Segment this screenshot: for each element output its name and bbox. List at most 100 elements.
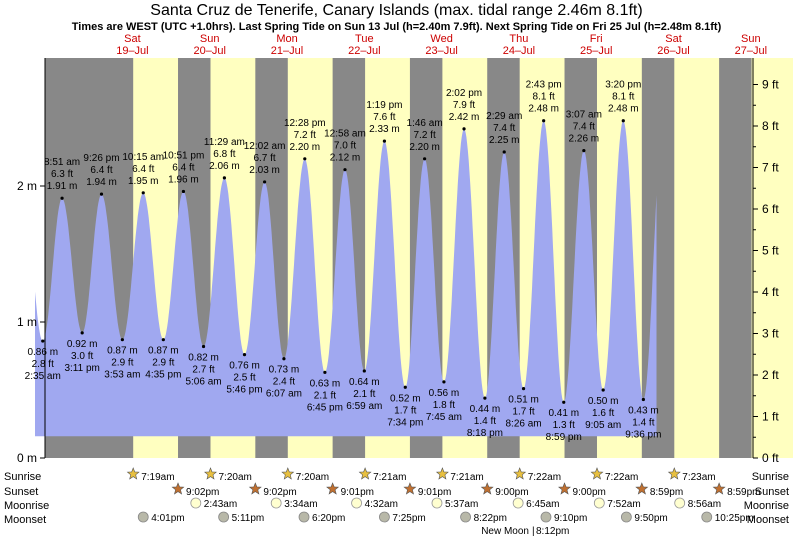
tide-height-m: 2.33 m xyxy=(369,124,400,135)
high-tide-point xyxy=(60,196,64,200)
moonrise-time: 5:37am xyxy=(445,499,478,510)
tide-height-m: 1.91 m xyxy=(47,181,78,192)
sunrise-row-label-right: Sunrise xyxy=(752,471,789,483)
moonrise-time: 4:32am xyxy=(365,499,398,510)
day-date: 23–Jul xyxy=(425,45,457,57)
tide-height-m: 2.42 m xyxy=(449,112,480,123)
moonset-icon xyxy=(540,511,552,523)
tide-time: 8:59 pm xyxy=(546,432,582,443)
daylight-band xyxy=(753,58,793,458)
tide-time: 8:26 am xyxy=(505,419,541,430)
sunrise-time: 7:22am xyxy=(605,472,638,483)
sunset-icon xyxy=(635,482,649,495)
tide-height-ft: 6.4 ft xyxy=(172,162,194,173)
moonset-time: 9:50pm xyxy=(634,513,667,524)
right-tick-label: 8 ft xyxy=(762,119,779,133)
tide-height-ft: 7.4 ft xyxy=(573,122,595,133)
sunrise-time: 7:22am xyxy=(528,472,561,483)
tide-time: 7:45 am xyxy=(426,412,462,423)
tide-time: 12:58 am xyxy=(324,129,366,140)
sunset-icon xyxy=(403,482,417,495)
tide-height-m: 0.51 m xyxy=(508,395,539,406)
high-tide-point xyxy=(382,139,387,143)
low-tide-point xyxy=(80,331,84,335)
high-tide-point xyxy=(462,127,466,131)
tide-height-ft: 8.1 ft xyxy=(533,92,555,103)
tide-height-m: 0.50 m xyxy=(588,396,619,407)
moonset-icon xyxy=(298,511,310,523)
moonrise-time: 6:45am xyxy=(526,499,559,510)
tide-curve xyxy=(35,120,657,437)
sunset-time: 9:01pm xyxy=(341,487,374,498)
sunset-icon xyxy=(712,482,726,495)
tide-height-m: 0.87 m xyxy=(107,346,138,357)
tide-time: 9:36 pm xyxy=(625,430,661,441)
tide-height-ft: 2.4 ft xyxy=(273,377,295,388)
sunrise-icon xyxy=(204,467,217,480)
low-tide-point xyxy=(403,385,407,389)
tide-height-ft: 2.1 ft xyxy=(314,390,336,401)
tide-height-ft: 6.4 ft xyxy=(132,164,154,175)
sunrise-time: 7:19am xyxy=(141,472,174,483)
low-tide-point xyxy=(601,388,605,392)
day-date: 25–Jul xyxy=(580,45,612,57)
tide-time: 1:46 am xyxy=(407,118,443,129)
sunrise-time: 7:20am xyxy=(296,472,329,483)
moonset-time: 7:25pm xyxy=(392,513,425,524)
new-moon-time: 8:12pm xyxy=(536,526,569,537)
moonrise-icon xyxy=(674,497,686,509)
tide-height-m: 0.63 m xyxy=(310,378,341,389)
tide-height-m: 0.43 m xyxy=(628,406,659,417)
left-tick-label: 2 m xyxy=(17,179,37,193)
tide-height-ft: 6.4 ft xyxy=(90,165,112,176)
sunrise-icon xyxy=(358,467,372,480)
high-tide-point xyxy=(621,119,625,123)
low-tide-point xyxy=(442,380,446,384)
tide-height-ft: 7.2 ft xyxy=(294,130,316,141)
tide-time: 4:35 pm xyxy=(145,370,181,381)
sunrise-icon xyxy=(435,467,449,480)
sunrise-icon xyxy=(590,467,604,480)
tide-time: 10:51 pm xyxy=(163,150,205,161)
moonset-time: 5:11pm xyxy=(232,513,265,524)
right-tick-label: 7 ft xyxy=(762,161,779,175)
sunrise-icon xyxy=(513,467,527,480)
day-name: Thu xyxy=(509,33,528,45)
low-tide-point xyxy=(323,370,327,374)
tide-height-m: 2.20 m xyxy=(290,142,321,153)
tide-height-ft: 7.9 ft xyxy=(453,100,475,111)
sunset-icon xyxy=(171,482,185,495)
tide-height-m: 0.87 m xyxy=(148,346,179,357)
moonrise-time: 8:56am xyxy=(688,499,721,510)
almanac-rows: Sunrise Sunrise Sunset Sunset Moonrise Moonri… xyxy=(4,467,789,537)
tide-time: 2:35 am xyxy=(25,371,61,382)
sunrise-row-label-left: Sunrise xyxy=(4,471,41,483)
low-tide-point xyxy=(201,344,206,349)
tide-height-m: 2.26 m xyxy=(569,134,600,145)
tide-height-ft: 1.7 ft xyxy=(394,405,416,416)
tide-height-ft: 2.7 ft xyxy=(192,364,214,375)
daylight-band xyxy=(751,58,753,458)
tide-height-m: 2.06 m xyxy=(209,161,240,172)
tide-height-ft: 3.0 ft xyxy=(71,351,93,362)
moonrise-row-label-right: Moonrise xyxy=(744,500,789,512)
tide-height-ft: 1.4 ft xyxy=(474,416,496,427)
day-date: 26–Jul xyxy=(657,45,689,57)
day-name: Sun xyxy=(200,33,220,45)
tide-height-ft: 1.3 ft xyxy=(553,420,575,431)
high-tide-point xyxy=(141,191,145,195)
sunrise-icon xyxy=(281,467,295,480)
tide-height-ft: 1.8 ft xyxy=(433,400,455,411)
sunrise-time: 7:23am xyxy=(682,472,715,483)
sunset-time: 8:59pm xyxy=(727,487,760,498)
tide-time: 7:34 pm xyxy=(387,417,423,428)
new-moon-separator: | xyxy=(532,526,535,537)
sunset-time: 9:02pm xyxy=(263,487,296,498)
day-date: 21–Jul xyxy=(271,45,303,57)
tide-height-m: 2.20 m xyxy=(409,142,440,153)
tide-height-m: 1.96 m xyxy=(168,174,199,185)
moonrise-icon xyxy=(190,497,202,509)
tide-height-ft: 6.3 ft xyxy=(51,169,73,180)
moonset-icon xyxy=(620,511,632,523)
moonrise-icon xyxy=(351,497,362,509)
